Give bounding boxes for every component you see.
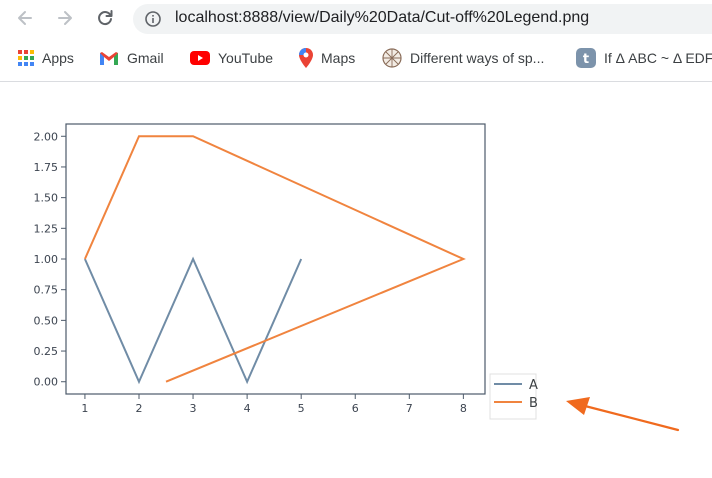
y-tick-label: 1.75 (34, 161, 59, 174)
y-tick-label: 0.25 (34, 345, 59, 358)
x-tick-label: 6 (352, 402, 359, 415)
info-icon[interactable] (145, 11, 161, 32)
image-viewer: 0.00 0.25 0.50 0.75 1.00 1.25 1.50 1.75 2.00 1 2 3… (0, 82, 712, 473)
url-text[interactable]: localhost:8888/view/Daily%20Data/Cut-off… (175, 9, 590, 26)
y-tick-label: 1.50 (34, 192, 59, 205)
x-tick-label: 7 (406, 402, 413, 415)
plot-frame (65, 123, 486, 395)
series-group (84, 135, 466, 385)
bookmark-label: Maps (321, 50, 356, 66)
back-arrow-icon (18, 11, 32, 25)
gmail-icon (99, 50, 119, 66)
address-bar[interactable]: localhost:8888/view/Daily%20Data/Cut-off… (133, 4, 712, 34)
bookmark-gmail[interactable]: Gmail (99, 44, 164, 72)
legend[interactable]: A B (489, 372, 546, 422)
bookmark-label: Gmail (127, 50, 164, 66)
x-tick-label: 1 (81, 402, 88, 415)
y-tick-label: 1.25 (34, 222, 59, 235)
bookmark-different-ways[interactable]: Different ways of sp... (382, 44, 544, 72)
forward-arrow-icon (58, 11, 72, 25)
bookmark-label: Different ways of sp... (410, 50, 545, 66)
bookmark-label: If Δ ABC ~ Δ EDF (604, 50, 712, 66)
line-chart: 0.00 0.25 0.50 0.75 1.00 1.25 1.50 1.75 2.00 1 2 3… (34, 123, 680, 432)
reload-icon (98, 10, 113, 26)
series-line-a (84, 256, 303, 385)
y-tick-label: 2.00 (34, 130, 59, 143)
forward-button[interactable] (51, 4, 79, 32)
y-tick-label: 0.00 (34, 376, 59, 389)
x-tick-label: 2 (135, 402, 142, 415)
bookmark-label: YouTube (218, 50, 274, 66)
site-favicon-icon: t (576, 48, 596, 68)
browser-toolbar: localhost:8888/view/Daily%20Data/Cut-off… (0, 0, 712, 82)
x-tick-label: 5 (298, 402, 305, 415)
x-axis: 1 2 3 4 5 6 7 8 (81, 394, 467, 415)
bookmark-youtube[interactable]: YouTube (190, 44, 273, 72)
x-tick-label: 4 (244, 402, 251, 415)
legend-label-b: B (529, 396, 538, 411)
y-tick-label: 0.50 (34, 314, 59, 327)
bookmark-maps[interactable]: Maps (299, 44, 355, 72)
youtube-icon (190, 51, 210, 65)
y-axis: 0.00 0.25 0.50 0.75 1.00 1.25 1.50 1.75 2.00 (34, 130, 66, 389)
site-favicon-icon (382, 48, 402, 68)
maps-pin-icon (299, 48, 313, 68)
x-tick-label: 8 (460, 402, 467, 415)
svg-text:t: t (583, 52, 589, 67)
reload-button[interactable] (91, 4, 119, 32)
x-tick-label: 3 (190, 402, 197, 415)
y-tick-label: 1.00 (34, 253, 59, 266)
legend-cutoff-mask (538, 372, 546, 422)
legend-box (489, 373, 537, 420)
apps-grid-icon (18, 50, 34, 66)
series-line-b (84, 135, 466, 383)
y-tick-label: 0.75 (34, 284, 59, 297)
annotation-arrow-icon (566, 397, 680, 432)
bookmarks-bar: Apps Gmail YouTube (0, 44, 712, 72)
bookmark-label: Apps (42, 50, 74, 66)
bookmark-apps[interactable]: Apps (18, 44, 74, 72)
legend-label-a: A (529, 378, 538, 393)
back-button[interactable] (11, 4, 39, 32)
bookmark-triangle[interactable]: t If Δ ABC ~ Δ EDF (576, 44, 712, 72)
